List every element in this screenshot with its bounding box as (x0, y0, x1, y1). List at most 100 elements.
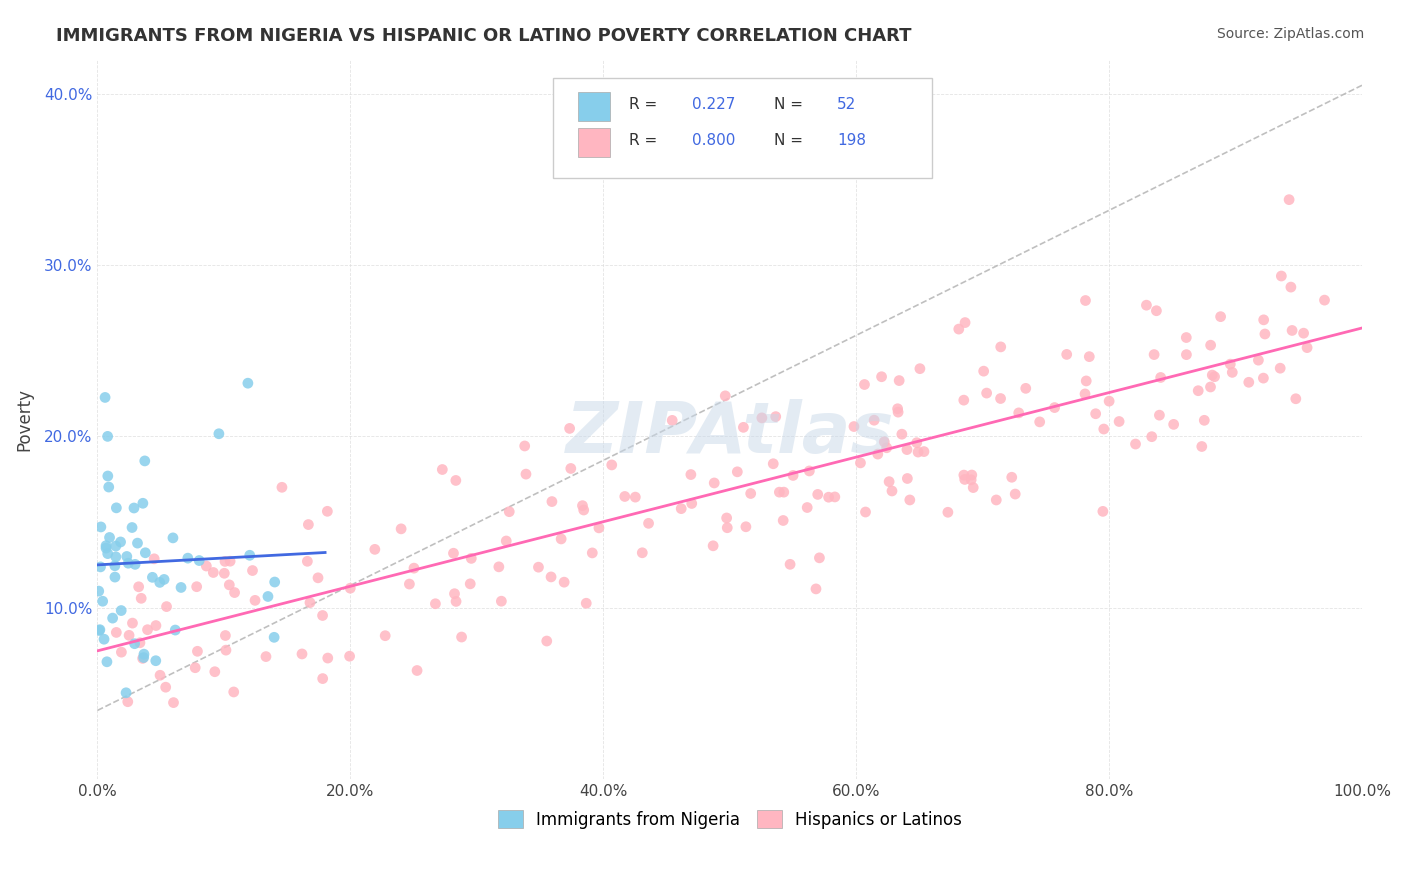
Point (855, 505, 877, 519)
Point (725, 465, 748, 479)
Point (541, 494, 564, 508)
Point (960, 473, 983, 487)
Point (236, 376, 259, 391)
Point (624, 490, 647, 504)
Point (105, 500, 128, 515)
Point (1135, 298, 1157, 312)
Point (195, 559, 218, 574)
Point (898, 492, 921, 507)
Point (714, 389, 737, 403)
Point (425, 597, 447, 611)
Point (307, 571, 329, 585)
Point (1199, 380, 1222, 394)
Point (1074, 387, 1097, 401)
Point (671, 501, 693, 516)
Text: 0.800: 0.800 (692, 134, 735, 148)
Point (817, 490, 839, 504)
Point (1092, 422, 1115, 436)
Point (1015, 381, 1038, 395)
Point (145, 618, 167, 632)
Point (515, 467, 537, 482)
Point (406, 664, 429, 678)
Point (880, 483, 903, 498)
Point (170, 581, 193, 595)
Point (952, 393, 974, 408)
Point (1144, 303, 1167, 318)
Point (1163, 417, 1185, 432)
Point (953, 468, 976, 483)
Point (316, 504, 339, 518)
Point (491, 594, 513, 608)
Point (316, 651, 339, 665)
Point (768, 485, 790, 500)
Point (297, 554, 319, 568)
Point (1285, 392, 1308, 406)
Point (271, 480, 294, 494)
Point (779, 558, 801, 572)
Point (1204, 369, 1226, 384)
Point (374, 629, 396, 643)
Point (97, 469, 120, 483)
Point (702, 539, 724, 553)
Point (912, 444, 935, 458)
Point (121, 520, 143, 534)
Point (804, 582, 827, 596)
Point (990, 392, 1012, 406)
Point (89, 624, 111, 638)
Point (339, 581, 361, 595)
Point (263, 630, 285, 644)
Point (1043, 401, 1066, 415)
Point (1237, 376, 1260, 390)
Point (973, 364, 995, 378)
Point (129, 591, 152, 606)
Point (1175, 348, 1198, 362)
Point (799, 464, 821, 478)
Point (571, 499, 593, 513)
Point (631, 546, 654, 560)
Point (1253, 313, 1275, 327)
Point (115, 549, 138, 564)
Text: N =: N = (773, 134, 808, 148)
Point (866, 447, 889, 461)
Point (458, 577, 481, 591)
Point (1091, 504, 1114, 518)
Point (896, 471, 918, 485)
Point (905, 435, 928, 450)
Point (735, 520, 758, 534)
Point (101, 611, 124, 625)
Point (339, 649, 361, 664)
Text: ZIPAtlas: ZIPAtlas (565, 399, 894, 468)
FancyBboxPatch shape (578, 92, 610, 120)
Point (808, 550, 831, 565)
Point (936, 505, 959, 519)
Point (824, 490, 846, 504)
Text: IMMIGRANTS FROM NIGERIA VS HISPANIC OR LATINO POVERTY CORRELATION CHART: IMMIGRANTS FROM NIGERIA VS HISPANIC OR L… (56, 27, 911, 45)
Point (498, 505, 520, 519)
Point (186, 644, 208, 658)
Point (581, 546, 603, 560)
Point (1149, 408, 1171, 422)
Point (1098, 394, 1121, 409)
Point (488, 559, 510, 574)
Point (98, 531, 121, 545)
Point (679, 467, 702, 482)
Point (540, 570, 562, 584)
Point (298, 596, 321, 610)
Point (364, 542, 387, 557)
Point (887, 405, 910, 419)
Point (110, 603, 132, 617)
Point (1253, 371, 1275, 385)
Point (1001, 470, 1024, 484)
Point (242, 564, 264, 578)
Point (450, 630, 472, 644)
Point (254, 649, 277, 664)
Point (870, 369, 893, 384)
Point (1076, 374, 1098, 388)
Point (443, 587, 465, 601)
FancyBboxPatch shape (578, 128, 610, 157)
Point (896, 442, 918, 457)
Point (661, 413, 683, 427)
Point (239, 549, 262, 563)
Point (1279, 280, 1302, 294)
Point (558, 421, 581, 435)
